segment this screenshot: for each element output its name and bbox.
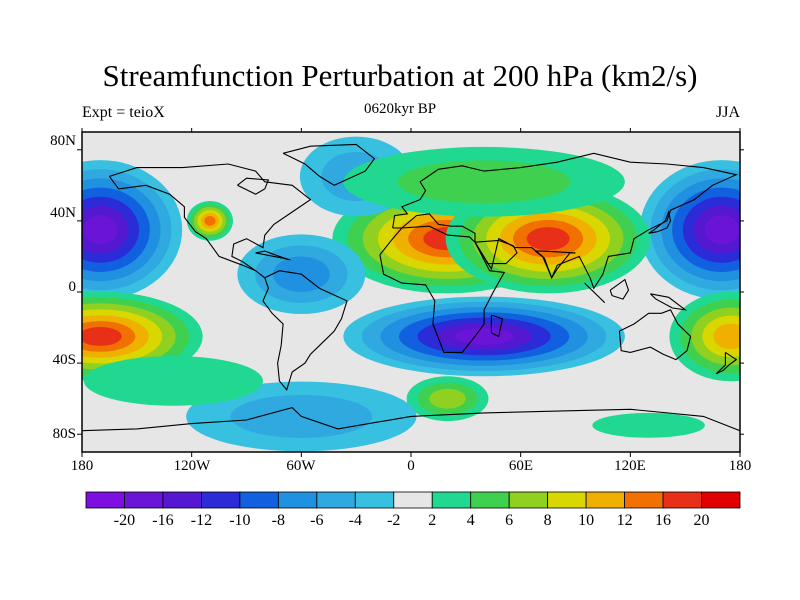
coastline-segment (534, 250, 576, 280)
plot-title: Streamfunction Perturbation at 200 hPa (… (102, 58, 698, 93)
season-label: JJA (715, 104, 740, 121)
contour-level (397, 160, 571, 204)
colorbar-swatch (239, 491, 279, 509)
anomaly-positive (406, 376, 489, 422)
colorbar-label: 16 (655, 512, 672, 529)
anomaly-positive (83, 356, 263, 406)
colorbar-swatch (162, 491, 202, 509)
x-tick-120w: 120W (173, 458, 211, 474)
colorbar-label: 2 (428, 512, 437, 529)
coastline-segment (474, 239, 518, 265)
anomaly-negative (82, 160, 183, 300)
x-tick-120e: 120E (614, 458, 646, 474)
colorbar-label: -16 (152, 512, 174, 529)
anomaly-negative (343, 296, 625, 377)
contour-level (82, 327, 122, 346)
colorbar-swatch (124, 491, 164, 509)
coastline-segment (262, 270, 348, 391)
coastline-segment (650, 293, 688, 311)
x-tick-0: 0 (407, 458, 415, 474)
coastline-segment (108, 163, 312, 279)
x-tick-180e: 180 (728, 458, 752, 474)
coastline-segment (237, 177, 270, 195)
y-tick-80s: 80S (52, 426, 76, 442)
experiment-label: Expt = teioX (82, 104, 165, 121)
contour-level (704, 215, 739, 245)
colorbar-label: 4 (466, 512, 475, 529)
colorbar-swatch (277, 491, 318, 509)
coastline-segment (379, 225, 506, 353)
contour-level (592, 412, 705, 438)
colorbar-swatch (393, 491, 433, 509)
contour-level (204, 216, 216, 226)
colorbar-swatch (85, 491, 125, 509)
colorbar-label: -20 (113, 512, 136, 529)
colorbar-label: -10 (229, 512, 251, 529)
coastline-segment (715, 351, 738, 375)
contour-level (429, 388, 466, 409)
colorbar-label: 10 (578, 512, 595, 529)
coastline-segment (648, 210, 672, 234)
colorbar-swatch (354, 491, 395, 509)
colorbar-swatch (316, 491, 356, 509)
x-tick-180w: 180 (70, 458, 94, 474)
contour-level (526, 227, 570, 251)
coastline-segment (255, 250, 291, 261)
colorbar-label: -8 (271, 512, 285, 529)
x-tick-60w: 60W (286, 458, 316, 474)
colorbar-label: 8 (543, 512, 552, 529)
anomaly-negative (639, 160, 740, 300)
anomaly-positive (343, 146, 625, 217)
y-tick-40s: 40S (52, 352, 76, 368)
coastline-segment (609, 278, 630, 300)
contour-level (454, 328, 514, 345)
colorbar-swatch (624, 491, 664, 509)
colorbar-label: -12 (190, 512, 213, 529)
anomaly-positive (186, 200, 233, 241)
streamfunction-field (82, 132, 740, 452)
colorbar-swatch (431, 491, 472, 509)
y-tick-0: 0 (68, 279, 77, 295)
x-tick-60e: 60E (508, 458, 534, 474)
coastline-segment (392, 152, 739, 290)
coastline-segment (618, 309, 692, 361)
colorbar-swatch (508, 491, 549, 509)
coastline-segment (82, 406, 740, 432)
coastline-segment (282, 143, 376, 186)
coastlines (82, 143, 740, 432)
coastline-segment (490, 314, 504, 338)
colorbar-label: -6 (310, 512, 324, 529)
colorbar-swatch (585, 491, 625, 509)
colorbar-label: 12 (616, 512, 633, 529)
colorbar-swatch (662, 491, 702, 509)
plot-subtitle: 0620kyr BP (363, 101, 437, 117)
colorbar-swatch (547, 491, 587, 509)
colorbar-swatch (701, 491, 741, 509)
colorbar-swatch (201, 491, 241, 509)
coastline-segment (584, 282, 606, 304)
contour-level (83, 215, 118, 245)
colorbar-label: 6 (505, 512, 514, 529)
colorbar-label: -4 (348, 512, 362, 529)
contour-level (713, 323, 740, 350)
colorbar (85, 491, 741, 509)
y-tick-40n: 40N (50, 205, 76, 221)
colorbar-swatch (470, 491, 510, 509)
anomaly-positive (592, 412, 705, 438)
anomaly-positive (669, 291, 740, 382)
colorbar-label: -2 (387, 512, 401, 529)
y-tick-80n: 80N (50, 133, 76, 149)
contour-level (83, 356, 263, 406)
colorbar-label: 20 (693, 512, 710, 529)
